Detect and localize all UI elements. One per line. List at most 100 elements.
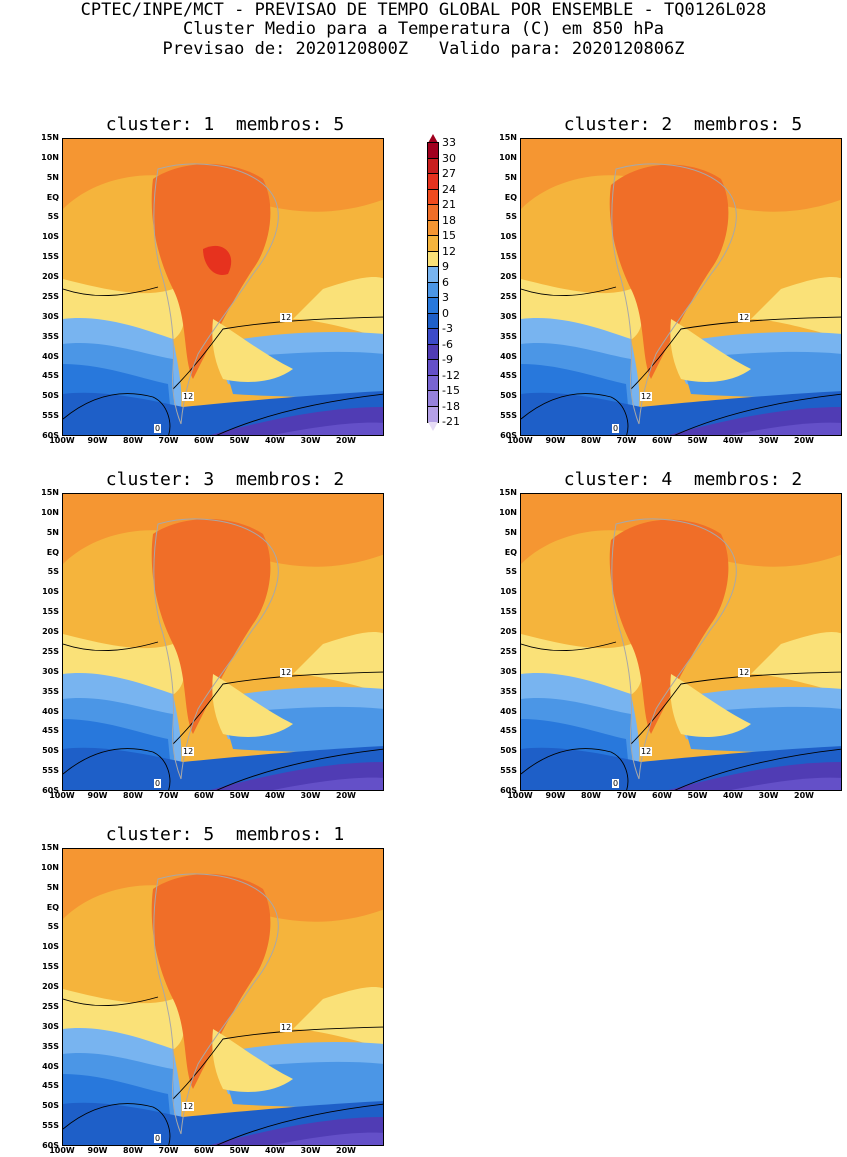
lon-tick-label: 30W <box>300 791 321 800</box>
lat-tick-label: 5S <box>505 567 517 577</box>
lat-tick-label: 5S <box>47 212 59 222</box>
lat-tick-label: 35S <box>42 1041 59 1051</box>
lat-tick-label: 10S <box>42 587 59 597</box>
lon-tick-label: 50W <box>229 791 250 800</box>
colorbar-label: 15 <box>442 229 456 242</box>
lat-tick-label: 5N <box>46 882 59 892</box>
colorbar-swatch <box>427 390 439 408</box>
colorbar-swatch <box>427 204 439 222</box>
lat-tick-label: 30S <box>42 311 59 321</box>
lat-tick-label: EQ <box>46 192 59 202</box>
lon-tick-label: 70W <box>158 436 179 445</box>
lat-tick-label: 55S <box>500 766 517 776</box>
lon-tick-label: 20W <box>336 1146 356 1155</box>
lon-tick-label: 20W <box>794 436 814 445</box>
lon-tick-label: 30W <box>300 1146 321 1155</box>
lat-tick-label: 50S <box>42 391 59 401</box>
lon-tick-label: 20W <box>336 436 356 445</box>
colorbar-label: 12 <box>442 244 456 258</box>
map-panel-3 <box>62 493 384 791</box>
lat-tick-label: 15N <box>499 133 517 142</box>
colorbar-swatch <box>427 297 439 315</box>
lat-tick-label: 60S <box>42 431 59 440</box>
lat-tick-label: 5S <box>47 567 59 577</box>
header-line-2: Cluster Medio para a Temperatura (C) em … <box>182 19 665 39</box>
colorbar-label: 18 <box>442 213 456 227</box>
lat-tick-label: 10N <box>41 152 59 162</box>
lat-tick-label: 50S <box>500 746 517 756</box>
lat-tick-label: EQ <box>504 547 517 557</box>
contour-label-12: 12 <box>280 313 293 322</box>
map-panel-2 <box>520 138 842 436</box>
colorbar-label: 3 <box>442 291 449 304</box>
lat-tick-label: 15N <box>41 843 59 852</box>
lon-tick-label: 90W <box>87 436 108 445</box>
colorbar-label: 30 <box>442 151 456 165</box>
lat-tick-label: 30S <box>42 1021 59 1031</box>
contour-label-12: 12 <box>182 747 195 756</box>
lon-tick-label: 100W <box>507 791 533 800</box>
panel-title-1: cluster: 1 membros: 5 <box>105 114 345 135</box>
lon-tick-label: 80W <box>123 791 143 800</box>
colorbar-swatch <box>427 266 439 284</box>
contour-label-12: 12 <box>640 392 653 401</box>
lon-tick-label: 50W <box>687 791 708 800</box>
lon-tick-label: 70W <box>616 791 637 800</box>
lon-tick-label: 40W <box>723 436 743 445</box>
lon-tick-label: 80W <box>123 1146 143 1155</box>
lon-tick-label: 100W <box>49 436 75 445</box>
contour-label-0: 0 <box>154 1134 162 1143</box>
lat-tick-label: 45S <box>42 1081 59 1091</box>
contour-label-0: 0 <box>612 779 620 788</box>
colorbar-swatch <box>427 173 439 191</box>
lon-tick-label: 30W <box>758 791 779 800</box>
lat-tick-label: 20S <box>42 982 59 992</box>
lon-tick-label: 40W <box>265 791 285 800</box>
panel-title-4: cluster: 4 membros: 2 <box>563 469 803 490</box>
colorbar-label: -9 <box>442 353 453 366</box>
lat-tick-label: 55S <box>500 411 517 421</box>
lat-tick-label: 45S <box>42 371 59 381</box>
lat-tick-label: 25S <box>42 1001 59 1011</box>
colorbar-swatch <box>427 328 439 346</box>
colorbar-bottom-arrow <box>428 422 438 431</box>
lat-tick-label: 15N <box>41 488 59 497</box>
colorbar-swatch <box>427 359 439 377</box>
colorbar-label: 27 <box>442 167 456 180</box>
lat-tick-label: EQ <box>46 547 59 557</box>
lon-tick-label: 100W <box>49 791 75 800</box>
lat-tick-label: 60S <box>500 431 517 440</box>
lon-tick-label: 70W <box>158 1146 179 1155</box>
lon-tick-label: 50W <box>229 436 250 445</box>
lat-tick-label: 40S <box>42 706 59 716</box>
colorbar-label: 9 <box>442 260 449 273</box>
lon-tick-label: 90W <box>545 436 566 445</box>
lat-tick-label: 15N <box>41 133 59 142</box>
lat-tick-label: 45S <box>500 371 517 381</box>
contour-label-12: 12 <box>280 668 293 677</box>
contour-label-12: 12 <box>738 313 751 322</box>
lat-tick-label: 25S <box>42 291 59 301</box>
lat-tick-label: 25S <box>42 646 59 656</box>
lat-tick-label: 40S <box>500 351 517 361</box>
lat-tick-label: EQ <box>504 192 517 202</box>
colorbar-swatch <box>427 374 439 392</box>
lon-tick-label: 30W <box>300 436 321 445</box>
lat-tick-label: 20S <box>500 627 517 637</box>
lon-tick-label: 90W <box>545 791 566 800</box>
lon-tick-label: 80W <box>581 436 601 445</box>
lon-tick-label: 80W <box>123 436 143 445</box>
colorbar-label: -3 <box>442 322 453 335</box>
lon-tick-label: 40W <box>265 436 285 445</box>
colorbar-top-arrow <box>428 134 438 143</box>
contour-label-12: 12 <box>182 392 195 401</box>
lat-tick-label: 20S <box>42 272 59 282</box>
lon-tick-label: 70W <box>158 791 179 800</box>
colorbar-swatch <box>427 235 439 253</box>
lon-tick-label: 90W <box>87 791 108 800</box>
colorbar-label: -15 <box>442 384 460 397</box>
colorbar-label: -18 <box>442 399 460 413</box>
lat-tick-label: 50S <box>42 746 59 756</box>
lat-tick-label: 40S <box>42 1061 59 1071</box>
lat-tick-label: 60S <box>500 786 517 795</box>
